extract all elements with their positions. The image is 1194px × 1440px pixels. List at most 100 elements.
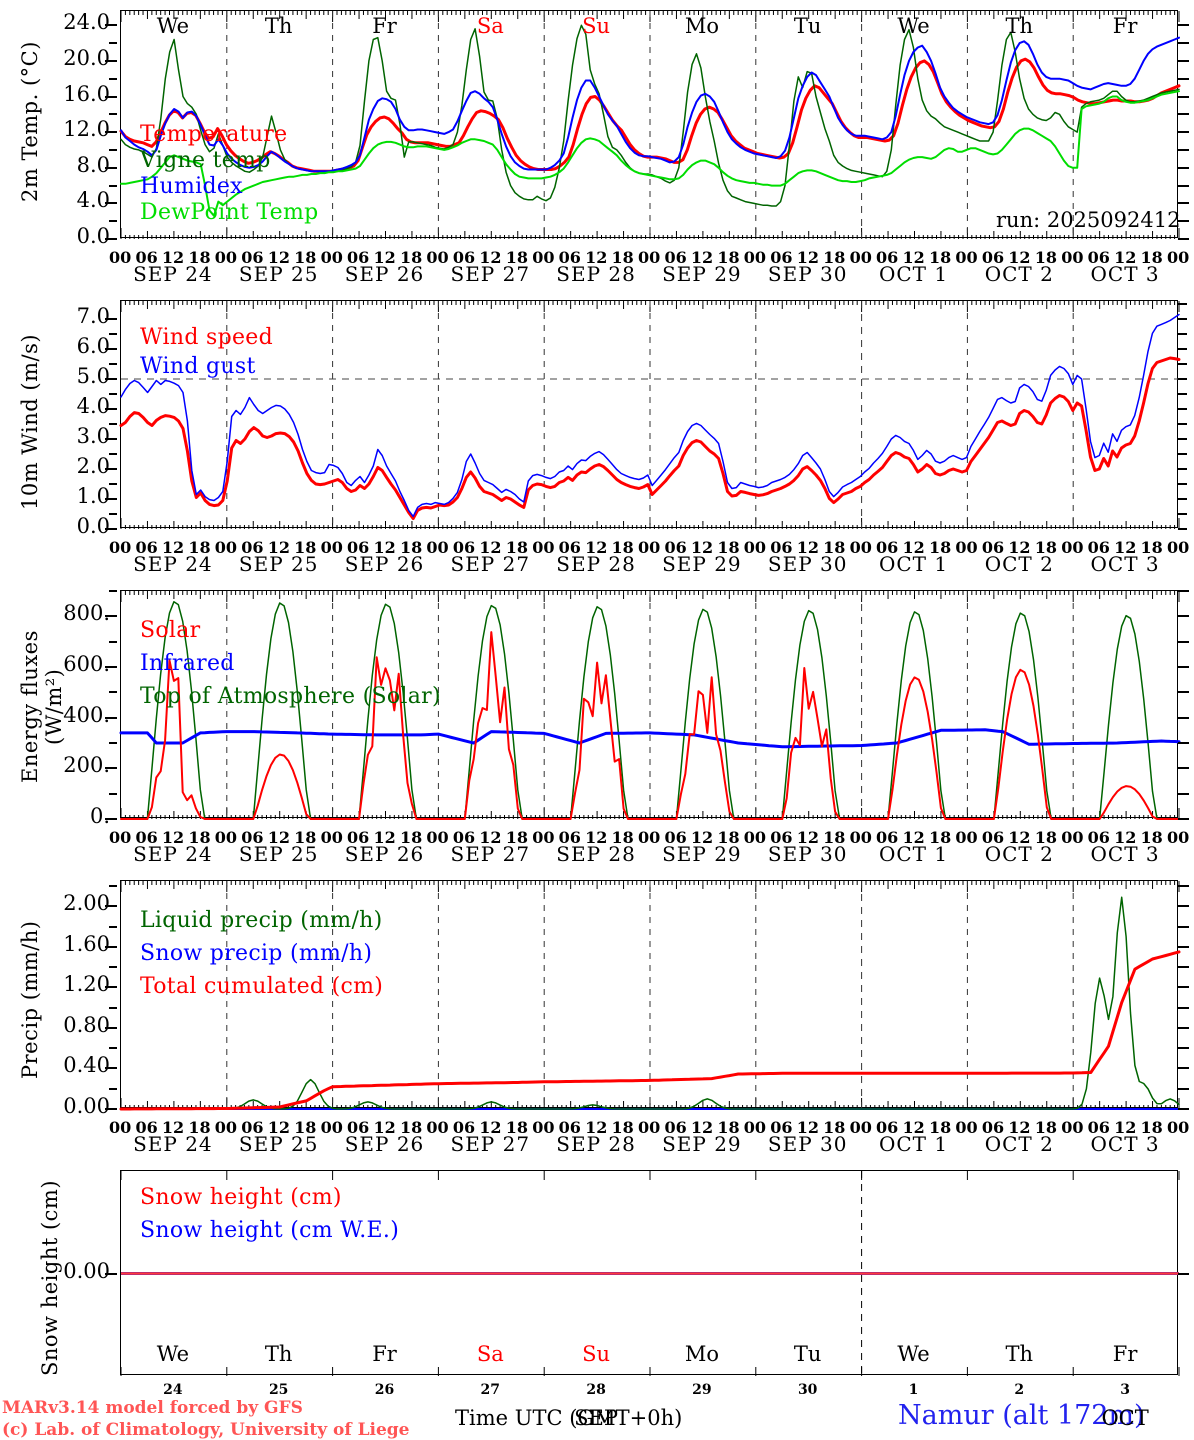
wind-right-tick	[1178, 408, 1187, 410]
precip-hour-tick-label: 12	[373, 1118, 396, 1137]
precip-date-label: OCT 1	[878, 1132, 949, 1156]
wind-date-label: SEP 29	[662, 552, 742, 576]
energy-hour-tick-label: 00	[638, 828, 661, 847]
temperature-right-tick	[1178, 220, 1189, 223]
panel-snow-height: Snow height (cm)	[0, 1160, 1194, 1400]
energy-hour-tick-label: 00	[1061, 828, 1084, 847]
precip-hour-tick-label: 00	[1167, 1118, 1190, 1137]
temperature-hour-tick-label: 06	[135, 248, 158, 267]
precip-hour-tick-label: 06	[1087, 1118, 1110, 1137]
energy-ytick: 600.	[63, 652, 110, 676]
wind-minor-tick	[109, 513, 117, 515]
temperature-right-tick	[1178, 148, 1189, 151]
precip-right-tick	[1178, 966, 1189, 969]
precip-tickmark	[105, 986, 117, 989]
wind-right-tick	[1178, 333, 1187, 335]
wind-right-tick	[1178, 438, 1187, 440]
temperature-ytick: 20.0	[63, 45, 110, 70]
wind-hour-tick-label: 00	[849, 538, 872, 557]
energy-date-label: OCT 3	[1090, 842, 1160, 866]
temperature-minor-tick	[109, 148, 117, 151]
precip-hour-tick-label: 12	[585, 1118, 608, 1137]
temperature-legend-entry: Humidex	[140, 174, 243, 199]
temperature-tickmark	[105, 202, 117, 205]
energy-hour-tick-label: 06	[876, 828, 899, 847]
temperature-legend-entry: Temperature	[140, 122, 288, 147]
wind-date-label: OCT 3	[1090, 552, 1160, 576]
temperature-hour-tick-label: 00	[1061, 248, 1084, 267]
wind-plot-area	[119, 300, 1181, 529]
wind-hour-tick-label: 18	[505, 538, 529, 557]
precip-hour-tick-label: 00	[955, 1118, 978, 1137]
wind-hour-tick-label: 12	[161, 538, 185, 557]
temperature-date-label: SEP 28	[556, 262, 636, 286]
temperature-date-label: SEP 29	[662, 262, 742, 286]
precip-date-label: SEP 24	[133, 1132, 213, 1156]
precip-hour-tick-label: 18	[1034, 1118, 1058, 1137]
temperature-hour-tick-label: 00	[532, 248, 555, 267]
temperature-right-tick	[1178, 166, 1189, 169]
wind-right-tick	[1178, 513, 1187, 515]
snow-day-number-label: 28	[586, 1382, 606, 1398]
precip-date-label: OCT 3	[1090, 1132, 1160, 1156]
wind-tickmark	[105, 348, 117, 350]
temperature-hour-tick-label: 18	[717, 248, 740, 267]
snow-day-number-label: 3	[1120, 1382, 1130, 1398]
temperature-legend-entry: Vigne temp	[140, 148, 271, 173]
wind-hour-tick-label: 06	[558, 538, 581, 557]
temperature-hour-tick-label: 06	[452, 248, 476, 267]
precip-hour-tick-label: 06	[347, 1118, 370, 1137]
wind-right-tick	[1178, 423, 1187, 425]
precip-tickmark	[105, 1067, 117, 1070]
precip-hour-tick-label: 12	[1008, 1118, 1031, 1137]
temperature-hour-tick-label: 00	[1167, 248, 1190, 267]
wind-tickmark	[105, 408, 117, 410]
precip-hour-tick-label: 00	[426, 1118, 449, 1137]
precip-ytick: 0.00	[63, 1094, 110, 1118]
series-wind-gust	[120, 313, 1180, 518]
wind-date-label: SEP 28	[556, 552, 636, 576]
wind-date-label: SEP 26	[344, 552, 425, 576]
precip-legend-entry: Total cumulated (cm)	[140, 974, 384, 999]
wind-ytick: 2.0	[76, 454, 110, 478]
snow-day-of-week-label: We	[156, 1342, 190, 1366]
precip-ytick: 0.80	[63, 1012, 110, 1037]
wind-right-tick	[1178, 393, 1187, 395]
precip-right-tick	[1178, 905, 1189, 908]
snow-day-number-label: 29	[692, 1382, 712, 1398]
precip-right-tick	[1178, 1047, 1189, 1050]
temperature-hour-tick-label: 12	[796, 248, 819, 267]
wind-hour-tick-label: 06	[241, 538, 264, 557]
snow-day-of-week-label: We	[897, 1342, 930, 1366]
precip-right-tick	[1178, 1108, 1189, 1110]
temperature-day-of-week-label: Mo	[684, 14, 719, 38]
energy-date-label: SEP 30	[767, 842, 848, 866]
temperature-minor-tick	[109, 220, 117, 223]
temperature-hour-tick-label: 12	[690, 248, 714, 267]
precip-tickmark	[105, 945, 117, 948]
snow-legend-entry: Snow height (cm)	[140, 1185, 342, 1210]
snow-day-number-label: 30	[797, 1382, 818, 1398]
temperature-hour-tick-label: 18	[188, 248, 211, 267]
energy-date-label: SEP 29	[662, 842, 742, 866]
wind-tickmark	[105, 438, 117, 440]
energy-tickmark	[105, 615, 117, 618]
energy-hour-tick-label: 18	[1034, 828, 1058, 847]
temperature-day-of-week-label: Tu	[793, 14, 822, 38]
temperature-minor-tick	[109, 184, 117, 187]
wind-hour-tick-label: 12	[1114, 538, 1137, 557]
energy-ytick: 800.	[63, 601, 110, 626]
temperature-day-of-week-label: We	[156, 14, 190, 38]
energy-date-label: SEP 26	[344, 842, 425, 866]
wind-hour-tick-label: 18	[717, 538, 740, 557]
snow-day-number-label: 1	[908, 1382, 919, 1398]
temperature-right-tick	[1178, 95, 1189, 98]
footer-copyright-line: (c) Lab. of Climatology, University of L…	[2, 1420, 410, 1440]
series-wind-speed	[119, 356, 1181, 520]
temperature-tickmark	[105, 24, 117, 27]
wind-minor-tick	[109, 393, 117, 395]
precip-minor-tick	[109, 1087, 117, 1090]
energy-hour-tick-label: 18	[294, 828, 317, 847]
energy-date-label: SEP 25	[238, 842, 319, 866]
snow-legend-entry: Snow height (cm W.E.)	[140, 1218, 400, 1243]
